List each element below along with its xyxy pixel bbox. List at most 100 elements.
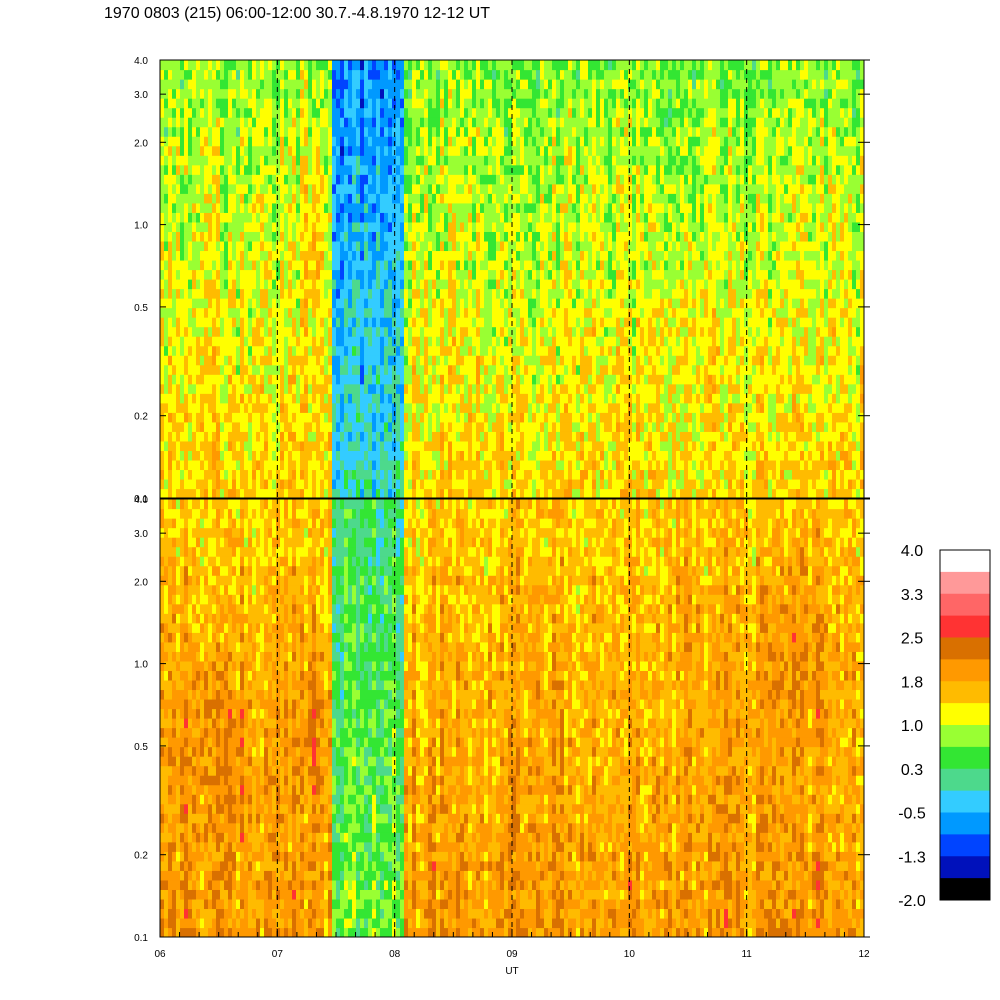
heatmap-cell <box>244 288 249 299</box>
heatmap-cell <box>512 126 517 137</box>
heatmap-cell <box>236 250 241 261</box>
heatmap-cell <box>160 459 165 471</box>
heatmap-cell <box>548 107 553 118</box>
heatmap-cell <box>556 440 561 451</box>
heatmap-cell <box>272 69 277 80</box>
heatmap-cell <box>288 421 293 432</box>
heatmap-cell <box>360 164 365 175</box>
heatmap-cell <box>400 478 405 490</box>
heatmap-cell <box>220 298 225 309</box>
heatmap-cell <box>584 259 589 271</box>
heatmap-cell <box>544 240 549 252</box>
heatmap-cell <box>420 240 425 252</box>
heatmap-cell <box>276 98 281 109</box>
heatmap-cell <box>584 393 589 404</box>
heatmap-cell <box>504 231 509 242</box>
heatmap-cell <box>380 279 385 290</box>
heatmap-cell <box>356 145 361 156</box>
heatmap-cell <box>544 307 549 318</box>
heatmap-cell <box>348 240 353 252</box>
heatmap-cell <box>320 355 325 366</box>
heatmap-cell <box>412 221 417 232</box>
heatmap-cell <box>164 183 169 194</box>
heatmap-cell <box>264 126 269 137</box>
heatmap-cell <box>364 145 369 156</box>
heatmap-cell <box>544 79 549 90</box>
heatmap-cell <box>384 212 389 223</box>
heatmap-cell <box>208 155 213 166</box>
heatmap-cell <box>372 164 377 175</box>
heatmap-cell <box>580 336 585 347</box>
heatmap-cell <box>280 298 285 309</box>
heatmap-cell <box>556 345 561 356</box>
heatmap-cell <box>356 317 361 328</box>
heatmap-cell <box>320 164 325 175</box>
heatmap-cell <box>236 60 241 71</box>
heatmap-cell <box>336 174 341 185</box>
heatmap-cell <box>176 336 181 347</box>
heatmap-cell <box>472 383 477 394</box>
heatmap-cell <box>476 317 481 328</box>
heatmap-cell <box>268 164 273 175</box>
heatmap-cell <box>376 202 381 213</box>
heatmap-cell <box>572 174 577 185</box>
heatmap-cell <box>372 155 377 166</box>
heatmap-cell <box>344 155 349 166</box>
heatmap-cell <box>484 107 489 118</box>
heatmap-cell <box>240 155 245 166</box>
heatmap-cell <box>288 69 293 80</box>
heatmap-cell <box>260 174 265 185</box>
heatmap-cell <box>356 79 361 90</box>
heatmap-cell <box>200 298 205 309</box>
heatmap-cell <box>292 355 297 366</box>
heatmap-cell <box>460 117 465 128</box>
heatmap-cell <box>388 488 393 498</box>
heatmap-cell <box>252 136 257 147</box>
heatmap-cell <box>412 469 417 480</box>
heatmap-cell <box>200 107 205 118</box>
heatmap-cell <box>520 136 525 147</box>
heatmap-cell <box>472 221 477 232</box>
heatmap-cell <box>356 117 361 128</box>
heatmap-cell <box>524 269 529 280</box>
heatmap-cell <box>384 307 389 318</box>
heatmap-cell <box>452 183 457 194</box>
heatmap-cell <box>372 440 377 451</box>
heatmap-cell <box>360 174 365 185</box>
heatmap-cell <box>248 145 253 156</box>
heatmap-cell <box>192 469 197 480</box>
heatmap-cell <box>228 193 233 204</box>
heatmap-cell <box>252 421 257 432</box>
heatmap-cell <box>324 326 329 337</box>
heatmap-cell <box>520 145 525 156</box>
heatmap-cell <box>544 202 549 213</box>
heatmap-cell <box>364 488 369 498</box>
heatmap-cell <box>220 326 225 337</box>
heatmap-cell <box>448 298 453 309</box>
heatmap-cell <box>288 488 293 498</box>
heatmap-cell <box>200 288 205 299</box>
heatmap-cell <box>248 240 253 252</box>
heatmap-cell <box>528 336 533 347</box>
heatmap-cell <box>316 279 321 290</box>
heatmap-cell <box>500 421 505 432</box>
heatmap-cell <box>320 488 325 498</box>
heatmap-cell <box>388 431 393 442</box>
heatmap-cell <box>560 469 565 480</box>
heatmap-cell <box>556 221 561 232</box>
heatmap-cell <box>284 212 289 223</box>
heatmap-cell <box>432 393 437 404</box>
heatmap-cell <box>484 431 489 442</box>
heatmap-cell <box>396 288 401 299</box>
heatmap-cell <box>544 145 549 156</box>
heatmap-cell <box>184 317 189 328</box>
heatmap-cell <box>408 136 413 147</box>
heatmap-cell <box>496 402 501 413</box>
heatmap-cell <box>340 279 345 290</box>
heatmap-cell <box>320 345 325 356</box>
heatmap-cell <box>560 374 565 385</box>
heatmap-cell <box>496 364 501 375</box>
heatmap-cell <box>492 212 497 223</box>
heatmap-cell <box>472 393 477 404</box>
heatmap-cell <box>568 164 573 175</box>
